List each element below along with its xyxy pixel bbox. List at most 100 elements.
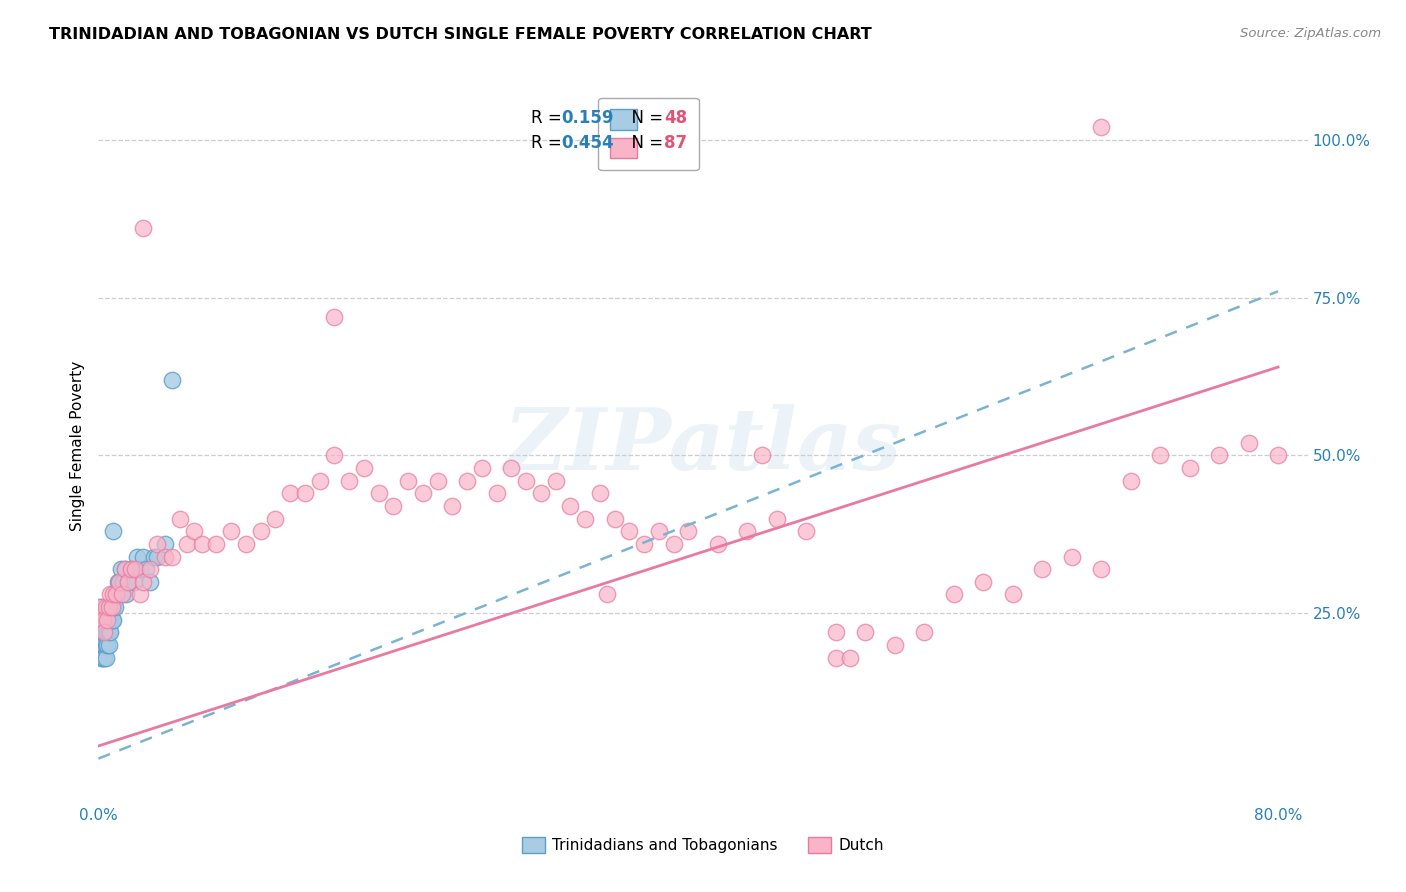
Point	[128, 562, 150, 576]
Point	[619, 524, 641, 539]
Point	[219, 524, 242, 539]
Point	[96, 638, 118, 652]
Point	[323, 449, 346, 463]
Point	[90, 638, 112, 652]
Point	[190, 537, 212, 551]
Point	[1001, 587, 1024, 601]
Point	[114, 562, 136, 576]
Point	[765, 511, 787, 525]
Point	[648, 524, 671, 539]
Point	[100, 613, 122, 627]
Point	[91, 625, 114, 640]
Point	[146, 537, 169, 551]
Point	[120, 562, 142, 576]
Point	[107, 574, 129, 589]
Point	[912, 625, 935, 640]
Text: ZIPatlas: ZIPatlas	[503, 404, 903, 488]
Point	[93, 650, 115, 665]
Point	[426, 474, 449, 488]
Point	[678, 524, 700, 539]
Point	[1090, 562, 1112, 576]
Point	[160, 549, 183, 564]
Text: 0.454: 0.454	[561, 135, 614, 153]
Point	[471, 461, 494, 475]
Point	[1090, 120, 1112, 134]
Text: R =: R =	[531, 135, 567, 153]
Point	[596, 587, 619, 601]
Point	[131, 221, 153, 235]
Point	[153, 537, 176, 551]
Point	[120, 562, 142, 576]
Point	[235, 537, 257, 551]
Point	[111, 587, 134, 601]
Point	[353, 461, 375, 475]
Point	[94, 650, 117, 665]
Point	[603, 511, 626, 525]
Point	[96, 613, 118, 627]
Point	[90, 625, 112, 640]
Point	[824, 650, 846, 665]
Point	[98, 625, 121, 640]
Text: 0.159: 0.159	[561, 109, 614, 127]
Point	[91, 638, 114, 652]
Point	[139, 574, 162, 589]
Point	[101, 613, 124, 627]
Text: TRINIDADIAN AND TOBAGONIAN VS DUTCH SINGLE FEMALE POVERTY CORRELATION CHART: TRINIDADIAN AND TOBAGONIAN VS DUTCH SING…	[49, 27, 872, 42]
Point	[396, 474, 419, 488]
Point	[101, 524, 124, 539]
Point	[100, 600, 122, 615]
Point	[1178, 461, 1201, 475]
Point	[93, 638, 115, 652]
Point	[97, 638, 120, 652]
Point	[530, 486, 553, 500]
Point	[853, 625, 876, 640]
Point	[98, 587, 121, 601]
Point	[560, 499, 582, 513]
Point	[456, 474, 478, 488]
Point	[91, 650, 114, 665]
Point	[94, 638, 117, 652]
Text: R =: R =	[531, 109, 567, 127]
Y-axis label: Single Female Poverty: Single Female Poverty	[69, 361, 84, 531]
Point	[112, 574, 135, 589]
Point	[108, 574, 131, 589]
Point	[122, 574, 145, 589]
Point	[111, 587, 134, 601]
Point	[183, 524, 205, 539]
Point	[1119, 474, 1142, 488]
Point	[108, 574, 131, 589]
Point	[135, 562, 157, 576]
Point	[146, 549, 169, 564]
Point	[1149, 449, 1171, 463]
Point	[176, 537, 198, 551]
Point	[115, 587, 138, 601]
Point	[105, 587, 128, 601]
Point	[128, 587, 150, 601]
Point	[97, 600, 120, 615]
Text: N =: N =	[621, 135, 668, 153]
Point	[367, 486, 389, 500]
Point	[117, 574, 139, 589]
Point	[114, 562, 136, 576]
Point	[1060, 549, 1083, 564]
Point	[839, 650, 862, 665]
Point	[89, 625, 111, 640]
Point	[101, 600, 124, 615]
Point	[91, 613, 114, 627]
Point	[883, 638, 905, 652]
Point	[382, 499, 405, 513]
Point	[90, 607, 112, 621]
Point	[131, 549, 153, 564]
Point	[942, 587, 965, 601]
Point	[124, 562, 146, 576]
Point	[117, 574, 139, 589]
Point	[515, 474, 537, 488]
Point	[249, 524, 271, 539]
Point	[93, 625, 115, 640]
Point	[662, 537, 685, 551]
Point	[98, 613, 121, 627]
Point	[1267, 449, 1289, 463]
Point	[1031, 562, 1053, 576]
Point	[501, 461, 523, 475]
Point	[89, 600, 111, 615]
